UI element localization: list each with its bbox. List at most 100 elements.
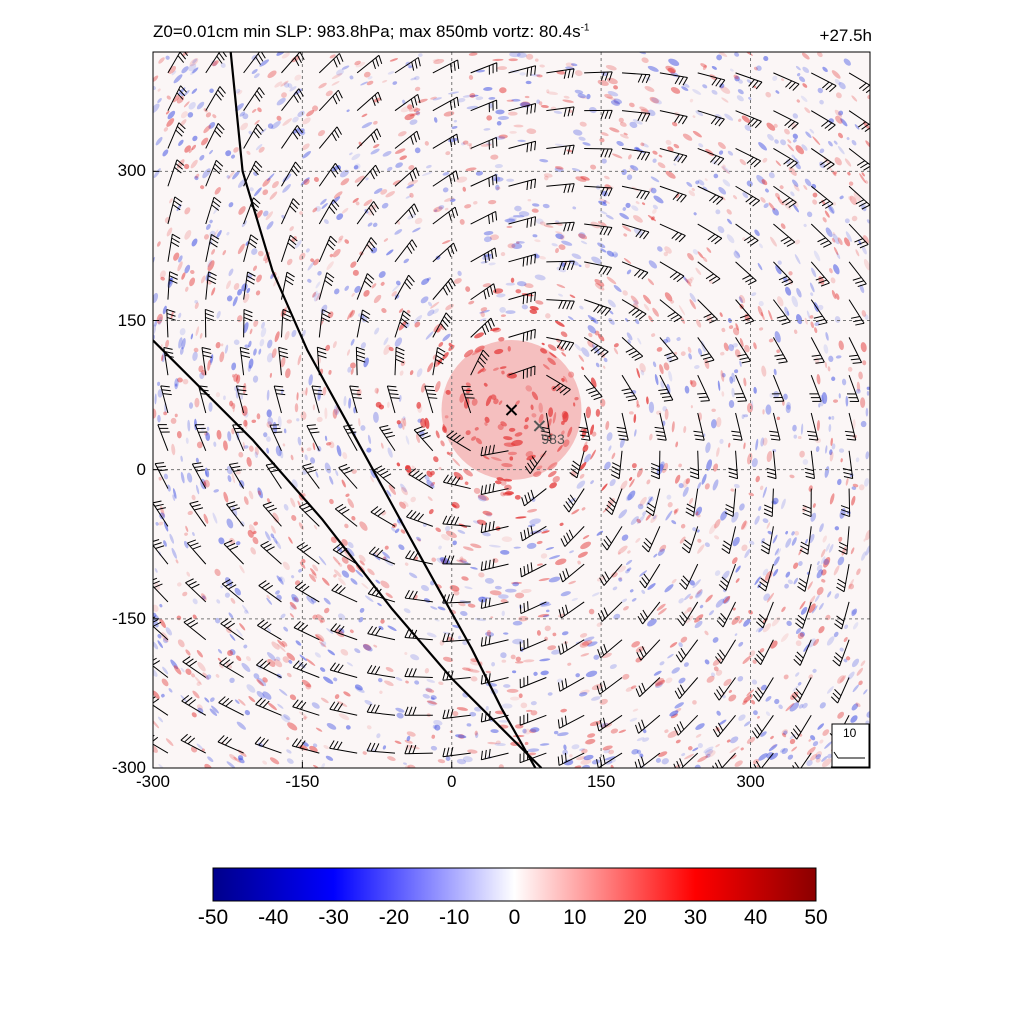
vorticity-cell: [317, 130, 326, 137]
vorticity-cell: [386, 489, 392, 497]
vorticity-cell: [227, 431, 232, 442]
vorticity-cell: [488, 262, 496, 266]
vorticity-cell: [619, 133, 629, 139]
vorticity-cell: [394, 740, 402, 744]
vorticity-cell: [535, 218, 544, 225]
vorticity-cell: [711, 65, 717, 70]
wind-barb: [715, 639, 736, 664]
vorticity-cell: [536, 563, 543, 566]
vorticity-cell: [227, 170, 236, 180]
vorticity-cell: [509, 130, 517, 134]
vorticity-cell: [579, 748, 585, 751]
vorticity-cell: [253, 187, 262, 197]
vorticity-cell: [646, 396, 649, 405]
vorticity-cell: [233, 147, 239, 153]
vorticity-cell: [318, 82, 327, 89]
vorticity-cell: [480, 307, 488, 312]
vorticity-cell: [404, 113, 415, 121]
vorticity-cell: [362, 644, 373, 652]
vorticity-cell: [414, 321, 421, 328]
vorticity-cell: [678, 598, 685, 604]
vorticity-cell: [215, 341, 221, 349]
vorticity-cell: [579, 689, 590, 695]
vorticity-cell: [498, 400, 503, 406]
vorticity-cell: [158, 521, 164, 526]
wind-barb: [635, 677, 661, 698]
vorticity-cell: [444, 415, 449, 419]
vorticity-cell: [490, 394, 497, 400]
vorticity-cell: [508, 216, 517, 221]
vorticity-cell: [787, 754, 794, 760]
vorticity-cell: [474, 345, 485, 353]
wind-barb: [167, 122, 186, 149]
vorticity-cell: [248, 130, 253, 135]
vorticity-cell: [834, 316, 841, 323]
vorticity-cell: [837, 145, 845, 155]
vorticity-cell: [647, 65, 659, 72]
vorticity-cell: [332, 408, 338, 419]
vorticity-cell: [470, 676, 478, 682]
vorticity-cell: [276, 575, 284, 585]
vorticity-cell: [408, 107, 419, 112]
vorticity-cell: [267, 658, 276, 667]
vorticity-cell: [647, 583, 656, 590]
vorticity-cell: [251, 248, 258, 255]
vorticity-cell: [758, 505, 762, 511]
vorticity-cell: [636, 749, 642, 755]
vorticity-cell: [482, 368, 487, 373]
vorticity-cell: [352, 197, 359, 203]
vorticity-cell: [153, 75, 159, 82]
vorticity-cell: [785, 571, 791, 578]
vorticity-cell: [819, 702, 826, 709]
vorticity-cell: [641, 589, 646, 594]
vorticity-cell: [547, 645, 557, 651]
vorticity-cell: [547, 357, 556, 366]
wind-barb: [769, 412, 781, 441]
wind-barb: [621, 110, 651, 122]
vorticity-cell: [625, 493, 633, 502]
vorticity-cell: [669, 642, 678, 648]
vorticity-cell: [739, 337, 744, 348]
vorticity-cell: [285, 368, 291, 379]
vorticity-cell: [290, 454, 294, 461]
reference-barb-box: [831, 723, 870, 768]
vorticity-cell: [433, 719, 443, 726]
wind-barb: [773, 223, 796, 247]
vorticity-cell: [771, 743, 777, 749]
wind-barb: [394, 310, 411, 338]
wind-barb: [557, 752, 585, 766]
vorticity-cell: [645, 513, 652, 521]
wind-barb: [432, 277, 456, 300]
vorticity-cell: [602, 365, 606, 369]
vorticity-cell: [817, 87, 823, 94]
vorticity-cell: [746, 736, 756, 744]
vorticity-cell: [563, 744, 567, 751]
vorticity-cell: [271, 641, 280, 650]
vorticity-cell: [379, 690, 383, 694]
vorticity-cell: [530, 710, 538, 716]
wind-barb: [622, 72, 651, 84]
vorticity-cell: [583, 453, 592, 463]
vorticity-cell: [657, 162, 666, 169]
vorticity-cell: [754, 576, 761, 586]
vorticity-cell: [405, 195, 412, 199]
vorticity-cell: [294, 74, 302, 81]
vorticity-cell: [712, 658, 722, 666]
vorticity-cell: [265, 211, 274, 221]
vorticity-cell: [363, 199, 373, 207]
vorticity-cell: [574, 89, 584, 95]
vorticity-cell: [501, 370, 505, 375]
wind-barb: [755, 601, 774, 629]
vorticity-cell: [860, 397, 866, 409]
vorticity-cell: [507, 346, 511, 352]
vorticity-cell: [833, 565, 840, 576]
vorticity-cell: [430, 301, 440, 309]
vorticity-cell: [181, 66, 189, 74]
vorticity-cell: [243, 322, 249, 334]
vorticity-cell: [203, 479, 210, 488]
vorticity-cell: [337, 577, 346, 586]
vorticity-cell: [366, 447, 372, 453]
vorticity-cell: [399, 155, 408, 161]
vorticity-cell: [846, 656, 851, 661]
vorticity-cell: [663, 251, 669, 257]
